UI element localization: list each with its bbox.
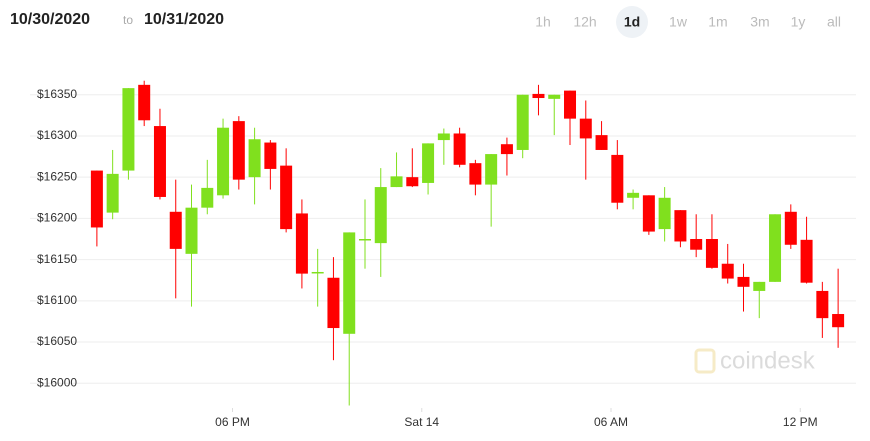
- candle-body: [453, 133, 466, 165]
- candle-body: [532, 93, 545, 99]
- watermark-logo: [694, 348, 716, 374]
- y-tick-label: $16300: [37, 128, 77, 142]
- date-to: 10/31/2020: [144, 11, 224, 28]
- candle-body: [784, 211, 797, 245]
- range-button[interactable]: 1y: [791, 14, 806, 30]
- candle-body: [437, 133, 450, 141]
- y-tick-label: $16200: [37, 211, 77, 225]
- candle-body: [280, 165, 293, 230]
- candle-body: [769, 214, 782, 282]
- candle-body: [422, 143, 435, 183]
- y-tick-label: $16150: [37, 252, 77, 266]
- candle-body: [469, 163, 482, 185]
- candle-body: [327, 277, 340, 329]
- range-button[interactable]: 12h: [573, 14, 596, 30]
- candle-body: [800, 239, 813, 283]
- candle-body: [611, 154, 624, 203]
- candle-body: [753, 281, 766, 291]
- candle-body: [343, 232, 356, 334]
- candle-body: [406, 177, 419, 187]
- candle-body: [579, 118, 592, 139]
- candle-body: [185, 207, 198, 254]
- candle-body: [548, 94, 561, 99]
- candle-body: [705, 239, 718, 268]
- y-tick-label: $16250: [37, 169, 77, 183]
- candle-body: [737, 276, 750, 287]
- watermark-text: coindesk: [720, 347, 816, 374]
- date-from: 10/30/2020: [10, 11, 90, 28]
- candle-body: [264, 142, 277, 169]
- candle-body: [122, 88, 135, 171]
- x-tick-label: Sat 14: [404, 415, 439, 429]
- x-tick-label: 06 AM: [594, 415, 628, 429]
- candle-body: [516, 94, 529, 150]
- candle-body: [690, 239, 703, 250]
- candle-body: [642, 195, 655, 232]
- range-button[interactable]: 1m: [708, 14, 727, 30]
- candle-body: [564, 90, 577, 119]
- candle-body: [169, 211, 182, 249]
- y-tick-label: $16350: [37, 87, 77, 101]
- range-button[interactable]: 1w: [669, 14, 688, 30]
- y-tick-label: $16050: [37, 334, 77, 348]
- candle-body: [721, 263, 734, 279]
- candle-body: [295, 213, 308, 274]
- range-selected-bg: [616, 6, 648, 38]
- candle-body: [658, 197, 671, 230]
- date-separator: to: [123, 13, 133, 27]
- range-button[interactable]: all: [827, 14, 841, 30]
- watermark: coindesk: [694, 347, 816, 374]
- candle-body: [153, 126, 166, 197]
- candle-body: [311, 271, 324, 274]
- candle-body: [816, 290, 829, 319]
- candle-body: [90, 170, 103, 228]
- candle-body: [390, 176, 403, 188]
- candle-body: [374, 187, 387, 244]
- candle-body: [832, 314, 845, 328]
- range-button[interactable]: 1h: [535, 14, 551, 30]
- y-tick-label: $16000: [37, 375, 77, 389]
- candle-body: [500, 144, 513, 155]
- range-button[interactable]: 3m: [750, 14, 769, 30]
- x-tick-label: 06 PM: [215, 415, 250, 429]
- candle-body: [248, 139, 261, 178]
- candle-body: [232, 121, 245, 180]
- candle-body: [358, 239, 371, 241]
- range-button[interactable]: 1d: [624, 14, 640, 30]
- candle-body: [595, 135, 608, 150]
- candle-body: [674, 210, 687, 242]
- candle-body: [485, 154, 498, 185]
- y-tick-label: $16100: [37, 293, 77, 307]
- x-tick-label: 12 PM: [783, 415, 818, 429]
- candle-body: [106, 173, 119, 213]
- candle-body: [627, 192, 640, 198]
- candle-body: [201, 187, 214, 208]
- candle-body: [138, 84, 151, 121]
- candle-body: [217, 127, 230, 196]
